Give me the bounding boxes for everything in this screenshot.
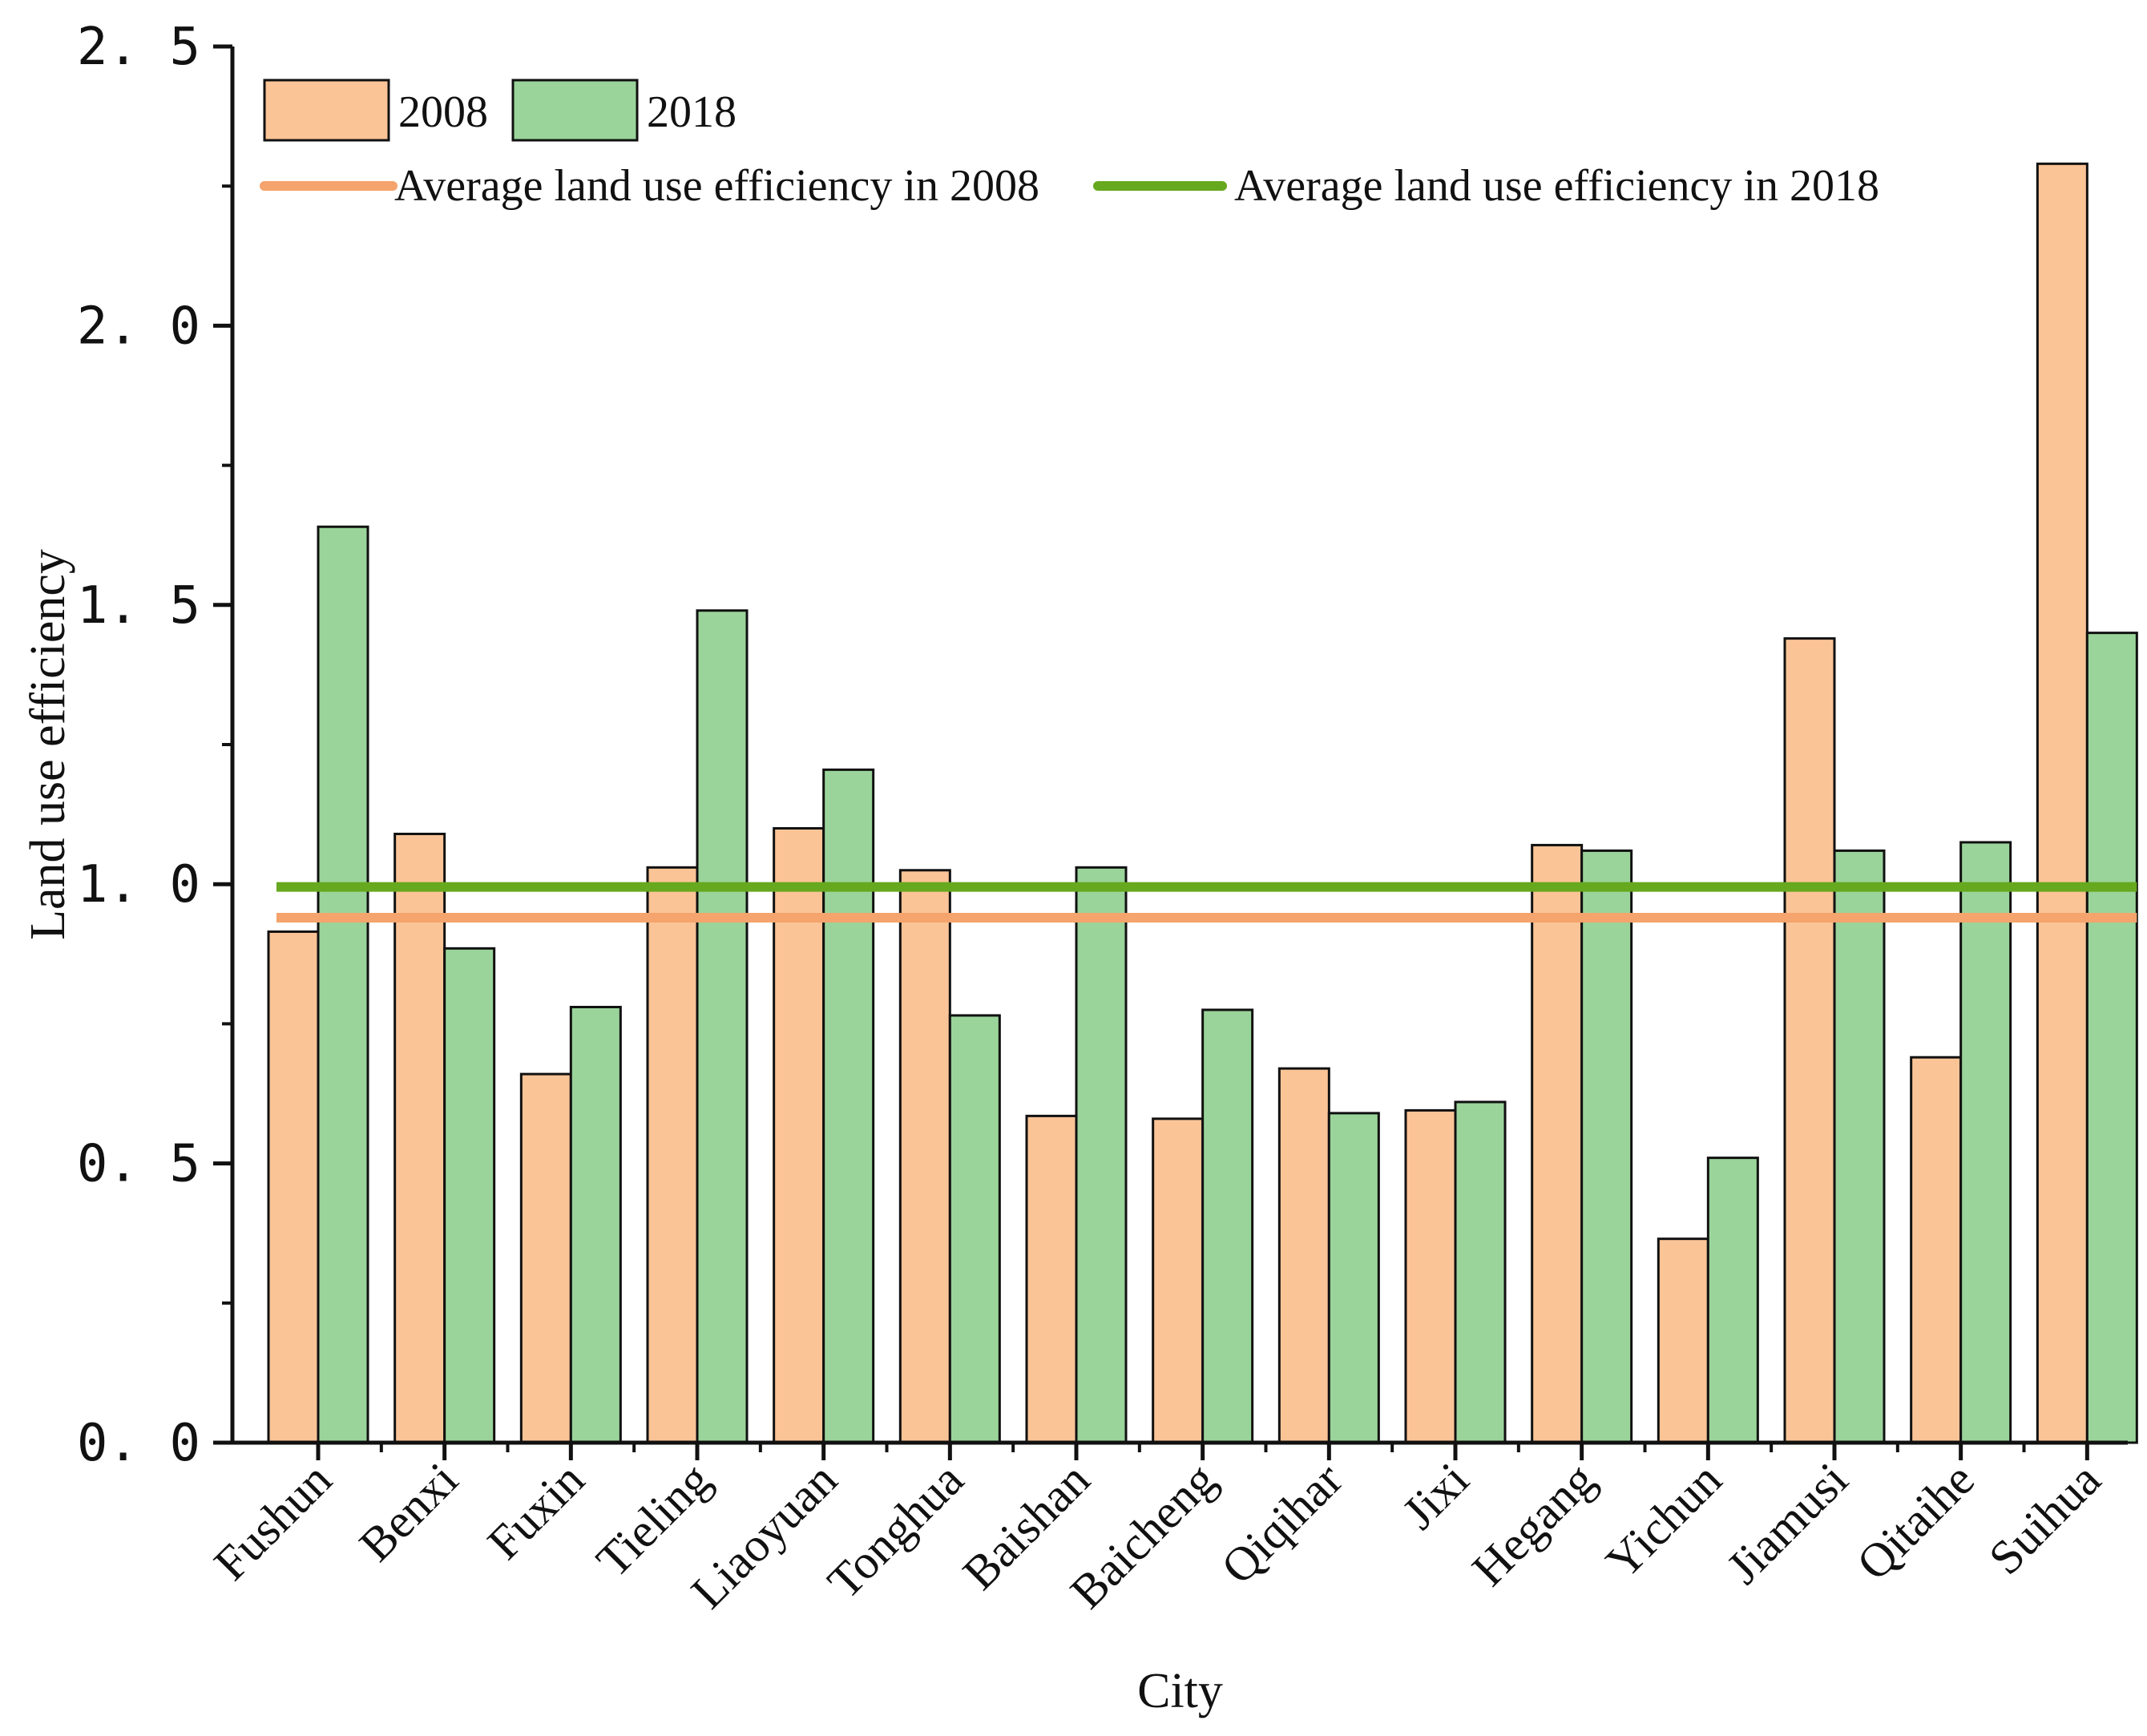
bar-2018-liaoyuan — [822, 768, 875, 1444]
bar-2008-suihua — [2036, 162, 2088, 1444]
x-tick-label: Qiqihar — [1211, 1453, 1352, 1594]
y-tick-label: 2. 5 — [77, 18, 200, 77]
legend-label-average-2018: Average land use efficiency in 2018 — [1234, 161, 1879, 211]
x-labels-layer: Fushun Benxi FuxinTielingLiaoyuanTonghuaBa… — [204, 1443, 2111, 1618]
x-tick-label: Benxi — [349, 1453, 468, 1572]
bar-2018-jiamusi — [1833, 849, 1886, 1444]
bars-layer — [267, 162, 2138, 1444]
x-tick-label: Qitaihe — [1846, 1453, 1984, 1591]
bar-2008-baicheng — [1152, 1117, 1205, 1444]
bar-2008-baishan — [1025, 1114, 1078, 1444]
bar-2008-qitaihe — [1910, 1056, 1963, 1444]
bar-2008-hegang — [1531, 843, 1584, 1444]
bar-2008-tieling — [646, 866, 699, 1444]
bar-2008-fushun — [267, 930, 320, 1444]
bar-2018-hegang — [1580, 849, 1633, 1444]
x-tick-label: Tonghua — [817, 1453, 974, 1609]
x-tick-label: Hegang — [1462, 1453, 1605, 1597]
y-tick-label: 0. 5 — [77, 1135, 200, 1194]
x-axis-title: City — [1137, 1664, 1223, 1718]
bar-2008-yichun — [1657, 1237, 1709, 1444]
bar-2008-liaoyuan — [773, 827, 825, 1444]
x-tick-label: Fuxin — [478, 1453, 595, 1570]
bar-2018-benxi — [443, 947, 496, 1444]
bar-2018-tieling — [696, 609, 749, 1444]
x-tick-label: Fushun — [204, 1453, 342, 1591]
bar-2018-fuxin — [569, 1005, 622, 1444]
bar-2008-jiamusi — [1783, 637, 1836, 1444]
legend: 2008 2018 Average land use efficiency in 2… — [260, 79, 1879, 211]
bar-2008-fuxin — [519, 1072, 572, 1444]
bar-2018-tonghua — [948, 1014, 1001, 1444]
bar-2018-baishan — [1075, 866, 1128, 1444]
x-tick-label: Yichun — [1596, 1453, 1731, 1589]
legend-swatch-2018 — [511, 79, 639, 142]
bar-2018-qitaihe — [1959, 841, 2012, 1444]
y-ticks-layer: 0. 0 0. 5 1. 0 1. 5 2. 0 2. 5 — [77, 18, 232, 1473]
legend-label-2018: 2018 — [647, 87, 737, 137]
y-tick-label: 1. 5 — [77, 576, 200, 636]
bar-2018-qiqihar — [1327, 1112, 1380, 1444]
bar-2018-baicheng — [1201, 1008, 1254, 1444]
reference-lines-layer — [276, 882, 2137, 923]
bar-2008-benxi — [393, 832, 446, 1444]
bar-2018-fushun — [317, 525, 369, 1444]
legend-label-2008: 2008 — [398, 87, 488, 137]
bar-2018-suihua — [2085, 632, 2138, 1444]
x-tick-label: Jixi — [1392, 1453, 1479, 1540]
x-tick-label: Suihua — [1979, 1453, 2111, 1585]
y-tick-label: 0. 0 — [77, 1414, 200, 1473]
bar-2008-tonghua — [898, 869, 951, 1444]
y-tick-label: 2. 0 — [77, 297, 200, 356]
legend-label-average-2008: Average land use efficiency in 2008 — [394, 161, 1039, 211]
x-tick-label: Jiamusi — [1717, 1453, 1858, 1594]
y-axis-title: Land use efficiency — [21, 549, 75, 940]
bar-2008-jixi — [1404, 1108, 1457, 1444]
bar-2018-jixi — [1454, 1100, 1507, 1444]
y-tick-label: 1. 0 — [77, 855, 200, 914]
bar-2008-qiqihar — [1277, 1067, 1330, 1444]
bar-2018-yichun — [1706, 1157, 1759, 1444]
legend-swatch-2008 — [263, 79, 390, 142]
